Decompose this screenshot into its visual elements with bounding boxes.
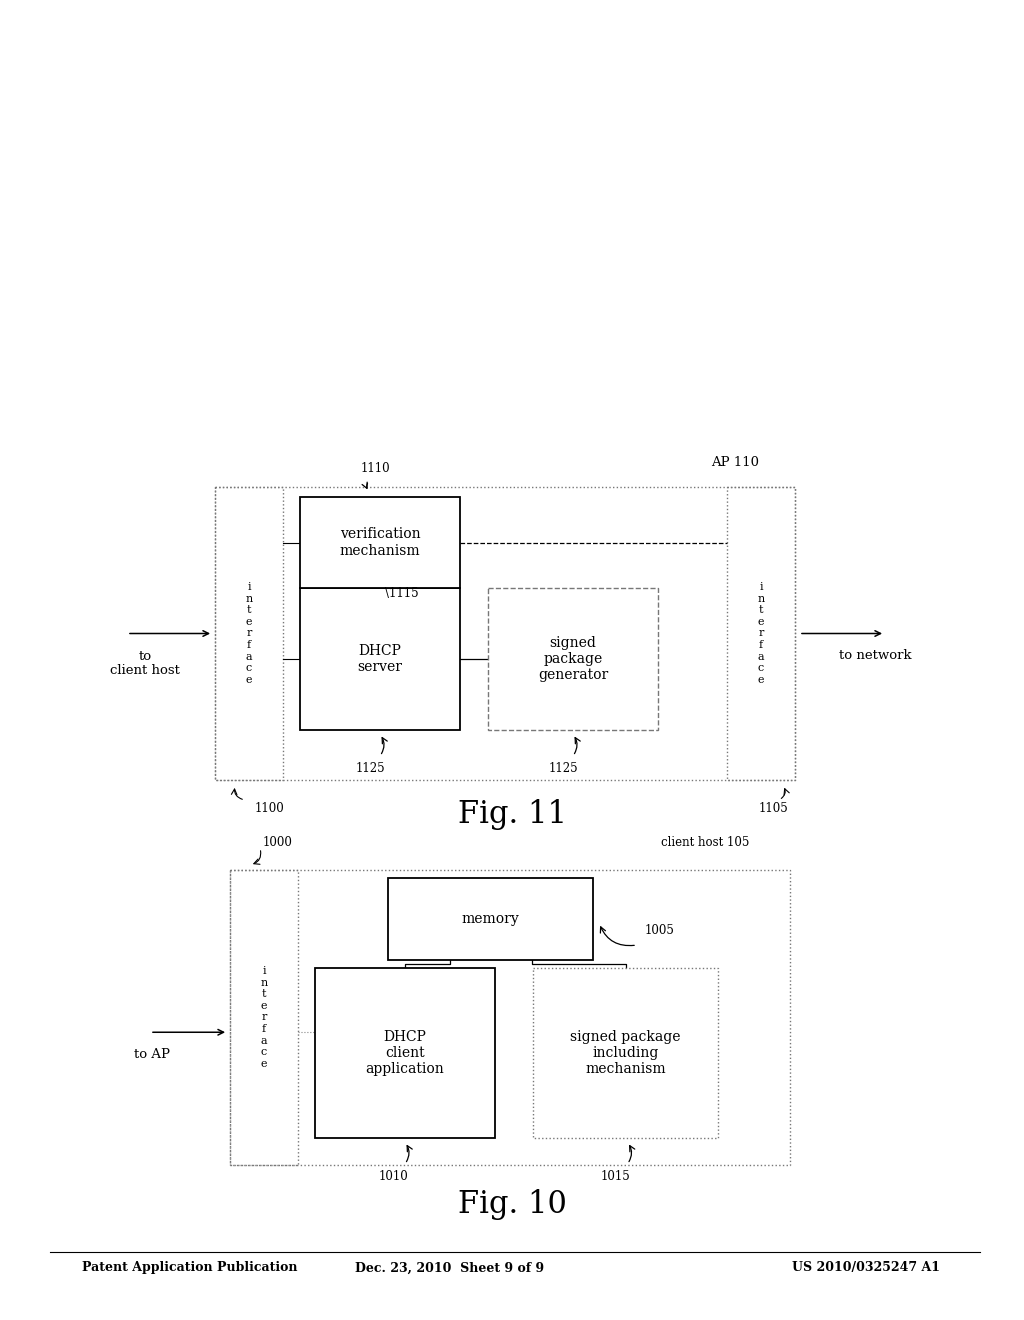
Text: Fig. 11: Fig. 11 — [458, 800, 566, 830]
Bar — [534, 968, 718, 1138]
Text: to network: to network — [839, 649, 911, 663]
Bar — [488, 587, 658, 730]
Bar — [300, 498, 460, 587]
Text: DHCP
client
application: DHCP client application — [366, 1030, 444, 1076]
Text: US 2010/0325247 A1: US 2010/0325247 A1 — [792, 1262, 940, 1275]
Text: \1115: \1115 — [385, 586, 419, 599]
Text: 1000: 1000 — [263, 836, 293, 849]
Text: to
client host: to client host — [110, 649, 180, 677]
Text: 1110: 1110 — [360, 462, 390, 475]
Text: i
n
t
e
r
f
a
c
e: i n t e r f a c e — [246, 582, 253, 685]
Bar — [215, 487, 795, 780]
Bar — [315, 968, 495, 1138]
Bar — [215, 487, 283, 780]
Text: Fig. 10: Fig. 10 — [458, 1189, 566, 1221]
Text: signed package
including
mechanism: signed package including mechanism — [570, 1030, 681, 1076]
Text: signed
package
generator: signed package generator — [538, 636, 608, 682]
Text: i
n
t
e
r
f
a
c
e: i n t e r f a c e — [260, 966, 267, 1069]
Text: AP 110: AP 110 — [711, 455, 759, 469]
Text: 1010: 1010 — [378, 1170, 408, 1183]
Text: 1105: 1105 — [758, 801, 787, 814]
Text: Dec. 23, 2010  Sheet 9 of 9: Dec. 23, 2010 Sheet 9 of 9 — [355, 1262, 545, 1275]
Text: 1100: 1100 — [255, 801, 285, 814]
Bar — [727, 487, 795, 780]
Text: i
n
t
e
r
f
a
c
e: i n t e r f a c e — [758, 582, 765, 685]
Text: 1125: 1125 — [548, 762, 578, 775]
Text: DHCP
server: DHCP server — [357, 644, 402, 675]
Text: 1015: 1015 — [601, 1170, 631, 1183]
Bar — [230, 870, 298, 1166]
Text: verification
mechanism: verification mechanism — [340, 528, 420, 557]
Text: memory: memory — [462, 912, 519, 927]
Text: 1125: 1125 — [355, 762, 385, 775]
Bar — [388, 878, 593, 960]
Text: client host 105: client host 105 — [660, 836, 750, 849]
Text: to AP: to AP — [134, 1048, 170, 1061]
Text: Patent Application Publication: Patent Application Publication — [82, 1262, 298, 1275]
Bar — [300, 587, 460, 730]
Text: 1005: 1005 — [645, 924, 675, 937]
Bar — [230, 870, 790, 1166]
